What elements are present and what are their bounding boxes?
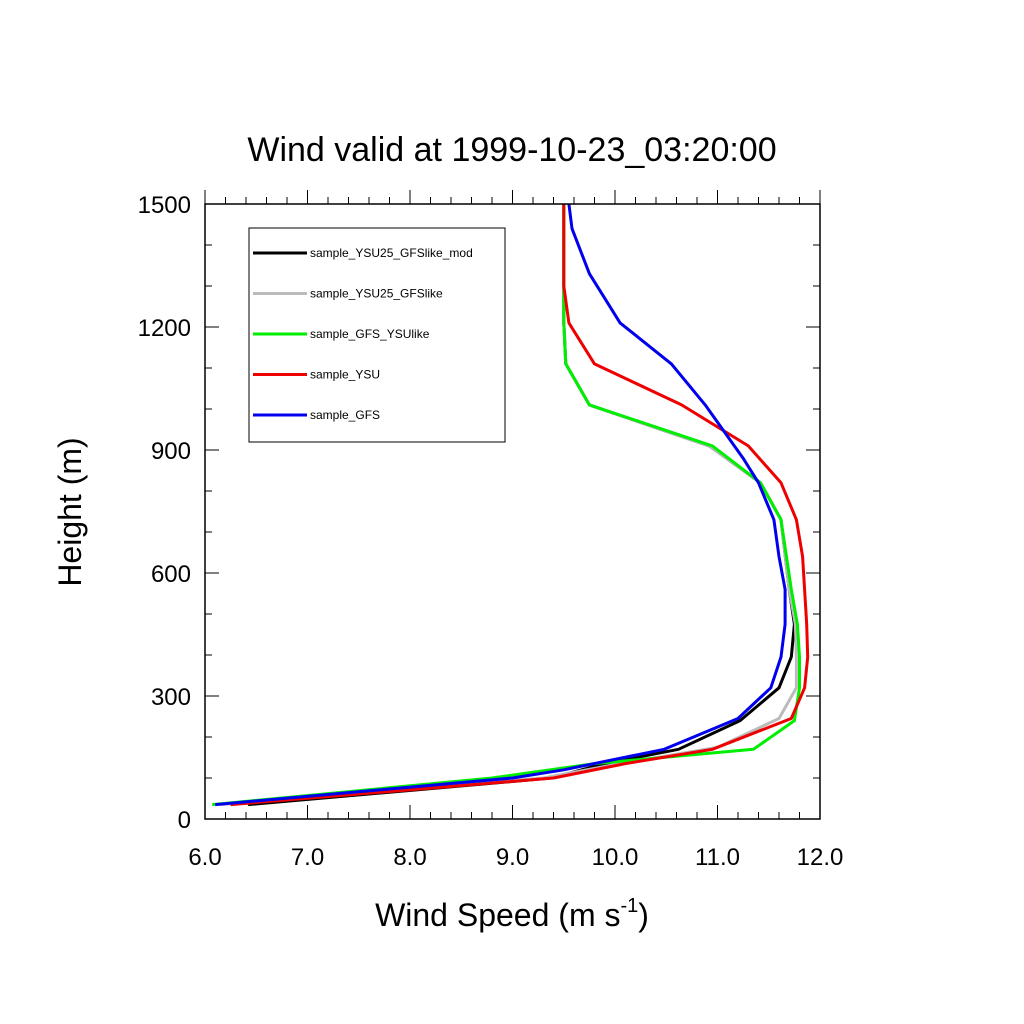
- y-tick-label: 600: [151, 561, 191, 588]
- chart-title: Wind valid at 1999-10-23_03:20:00: [247, 131, 776, 169]
- y-tick-label: 1500: [138, 192, 191, 219]
- series-line-5: [215, 203, 787, 807]
- x-tick-label: 12.0: [797, 844, 844, 871]
- x-tick-label: 10.0: [592, 844, 639, 871]
- series-line-4: [230, 204, 810, 807]
- legend: sample_YSU25_GFSlike_mod sample_YSU25_GFS…: [248, 227, 506, 443]
- x-axis-label: Wind Speed (m s-1): [375, 895, 649, 933]
- y-tick-label: 1200: [138, 315, 191, 342]
- x-axis-label-end: ): [638, 897, 649, 933]
- legend-label: sample_YSU25_GFSlike: [310, 287, 443, 301]
- x-axis-label-superscript: -1: [620, 895, 638, 917]
- tick-layer: [204, 190, 821, 820]
- x-tick-label: 11.0: [695, 844, 740, 871]
- y-tick-label: 300: [151, 684, 191, 711]
- x-tick-label: 6.0: [188, 844, 221, 871]
- x-tick-label: 8.0: [393, 844, 426, 871]
- legend-label: sample_GFS: [310, 408, 380, 422]
- y-tick-label: 0: [178, 807, 191, 834]
- x-axis-label-main: Wind Speed (m s: [375, 897, 620, 933]
- y-axis-label: Height (m): [52, 437, 88, 586]
- legend-label: sample_YSU25_GFSlike_mod: [310, 246, 473, 260]
- x-tick-label: 7.0: [291, 844, 324, 871]
- legend-label: sample_YSU: [310, 368, 380, 382]
- legend-label: sample_GFS_YSUlike: [310, 327, 430, 341]
- tick-label-layer: 6.0 7.0 8.0 9.0 10.0 11.0 12.0 0 300 600 900 1200 15…: [138, 192, 844, 871]
- series-layer: [212, 203, 810, 807]
- x-tick-label: 9.0: [496, 844, 529, 871]
- y-tick-label: 900: [151, 438, 191, 465]
